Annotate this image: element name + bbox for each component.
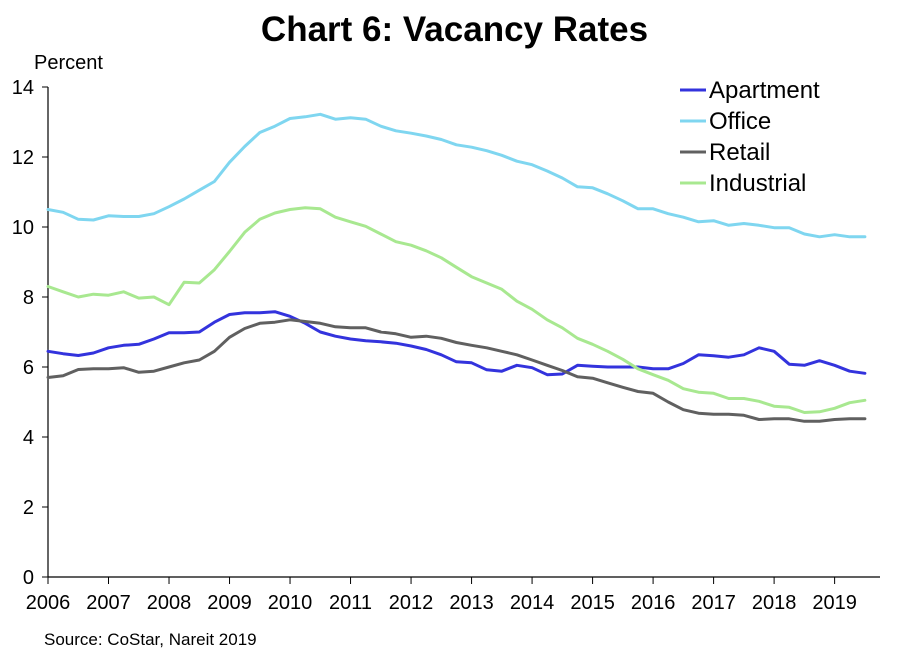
x-tick-label: 2008: [147, 592, 192, 614]
legend: Apartment Office Retail Industrial: [680, 77, 820, 197]
series-line-retail: [46, 318, 867, 423]
legend-label-apartment: Apartment: [709, 77, 820, 104]
x-tick-label: 2006: [26, 592, 71, 614]
x-tick-label: 2017: [691, 592, 736, 614]
y-axis-label: Percent: [34, 52, 103, 74]
y-tick-label: 4: [23, 427, 34, 449]
x-tick-label: 2010: [268, 592, 313, 614]
x-tick-label: 2012: [389, 592, 434, 614]
x-tick-label: 2014: [510, 592, 555, 614]
x-tick-label: 2007: [86, 592, 131, 614]
y-tick-label: 14: [12, 77, 34, 99]
legend-label-retail: Retail: [709, 139, 770, 166]
series-lines: [46, 112, 867, 423]
x-tick-label: 2018: [752, 592, 797, 614]
y-tick-label: 0: [23, 567, 34, 589]
x-tick-label: 2019: [812, 592, 857, 614]
chart-title: Chart 6: Vacancy Rates: [260, 10, 649, 49]
y-tick-label: 2: [23, 497, 34, 519]
x-tick-label: 2011: [329, 592, 372, 614]
y-tick-label: 8: [23, 287, 34, 309]
y-tick-label: 12: [12, 147, 34, 169]
y-tick-label: 6: [23, 357, 34, 379]
series-line-industrial: [46, 206, 867, 414]
series-line-office: [46, 112, 867, 239]
legend-label-industrial: Industrial: [709, 170, 806, 197]
x-tick-label: 2016: [631, 592, 676, 614]
x-tick-label: 2009: [207, 592, 252, 614]
x-tick-label: 2015: [570, 592, 615, 614]
x-tick-label: 2013: [449, 592, 494, 614]
series-line-apartment: [46, 310, 867, 377]
legend-label-office: Office: [709, 108, 771, 135]
source-note: Source: CoStar, Nareit 2019: [44, 630, 257, 649]
axes: 0 2 4 6 8 10 12 14 2006 2007 2008 2009 2010 2011 2012 2…: [12, 77, 880, 614]
y-tick-label: 10: [12, 217, 34, 239]
